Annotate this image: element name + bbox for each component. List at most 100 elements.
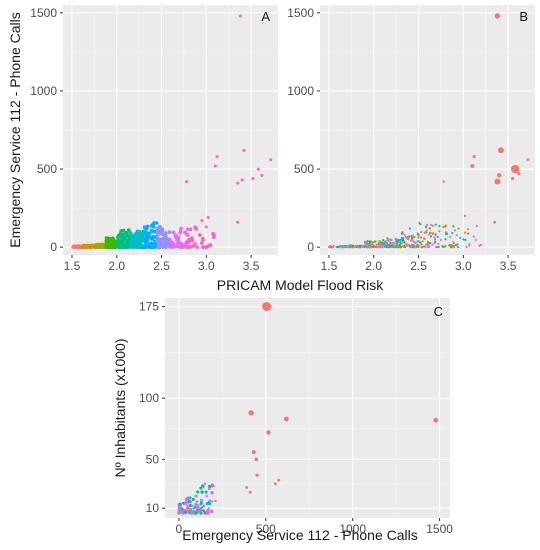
panel-b-x-tick-label: 2.0 bbox=[365, 259, 382, 273]
panel-a-point bbox=[190, 236, 194, 240]
panel-b-point bbox=[431, 224, 434, 227]
panel-a-point bbox=[176, 237, 181, 242]
panel-a-point bbox=[156, 245, 161, 249]
panel-c-point bbox=[205, 494, 208, 498]
panel-b-point bbox=[493, 220, 497, 224]
panel-c-point bbox=[248, 410, 254, 416]
panel-c-point bbox=[208, 487, 211, 490]
panel-b-point bbox=[429, 235, 433, 238]
panel-b-point bbox=[393, 245, 397, 249]
panel-b-point bbox=[444, 245, 447, 248]
panel-c-point bbox=[178, 508, 182, 512]
panel-a-point bbox=[206, 216, 210, 219]
panel-c-point bbox=[245, 486, 249, 489]
panel-b-point bbox=[424, 225, 428, 229]
panel-a-point bbox=[171, 243, 175, 248]
panel-b-point bbox=[478, 244, 481, 247]
panel-a-point bbox=[161, 242, 165, 247]
panel-b-point bbox=[480, 243, 483, 247]
panel-a-y-tick-label: 0 bbox=[50, 240, 57, 254]
panel-c-point bbox=[178, 502, 182, 506]
panel-a-point bbox=[106, 240, 111, 244]
panel-b-x-tick-label: 3.5 bbox=[500, 259, 517, 273]
panel-b-point bbox=[384, 244, 387, 247]
panel-b-marks bbox=[328, 13, 530, 249]
panel-b-point bbox=[389, 245, 392, 248]
panel-a-point bbox=[135, 233, 139, 238]
panel-c-x-tick-label: 500 bbox=[256, 522, 276, 536]
panel-a-point bbox=[107, 236, 112, 241]
shared-x-axis-title: PRICAM Model Flood Risk bbox=[217, 277, 384, 293]
panel-a-y-tick-label: 500 bbox=[37, 162, 57, 176]
panel-a-point bbox=[147, 244, 151, 249]
panel-c-point bbox=[186, 504, 189, 507]
panel-a-point bbox=[136, 230, 141, 235]
panel-a-point bbox=[242, 148, 246, 152]
panel-b-point bbox=[387, 243, 390, 246]
panel-b-point bbox=[463, 214, 467, 218]
panel-b-point bbox=[426, 240, 429, 243]
panel-b-point bbox=[397, 245, 400, 249]
panel-a-point bbox=[256, 167, 260, 171]
panel-b-point bbox=[395, 238, 398, 241]
panel-a-point bbox=[211, 231, 215, 236]
panel-b-point bbox=[434, 223, 437, 226]
panel-a-point bbox=[200, 236, 205, 241]
panel-b-point bbox=[414, 241, 418, 244]
panel-a-point bbox=[160, 229, 164, 234]
panel-b-point bbox=[423, 231, 427, 234]
panel-a-point bbox=[175, 242, 180, 246]
panel-b-point bbox=[406, 235, 409, 239]
panel-a-point bbox=[187, 237, 191, 242]
panel-a-y-tick-label: 1500 bbox=[30, 6, 57, 20]
panel-b-point bbox=[425, 243, 428, 246]
panel-c-y-tick-label: 100 bbox=[139, 391, 159, 405]
panel-a-x-tick-label: 1.5 bbox=[64, 259, 81, 273]
panel-b-point bbox=[425, 223, 428, 226]
panel-b-point bbox=[475, 224, 478, 228]
panel-a-point bbox=[251, 176, 255, 180]
panel-b-point bbox=[369, 243, 372, 246]
panel-a-point bbox=[180, 243, 185, 248]
panel-b-point bbox=[373, 246, 376, 249]
panel-b-point bbox=[396, 243, 399, 247]
panel-b-point bbox=[412, 243, 415, 247]
panel-b-point bbox=[430, 223, 433, 226]
panel-b-point bbox=[464, 238, 467, 242]
panel-a-point bbox=[117, 238, 121, 242]
panel-c-point bbox=[195, 511, 198, 515]
panel-c-point bbox=[188, 510, 191, 513]
panel-b-point bbox=[351, 244, 354, 247]
panel-a-point bbox=[236, 181, 240, 185]
panel-b-point bbox=[419, 222, 422, 226]
panel-c-y-tick-label: 50 bbox=[146, 452, 160, 466]
panel-b-point bbox=[417, 234, 420, 237]
panel-b-point bbox=[474, 238, 477, 242]
panel-b-point bbox=[380, 245, 383, 248]
panel-b-point bbox=[436, 235, 439, 239]
panel-b-point bbox=[382, 242, 385, 245]
panel-a-point bbox=[171, 230, 176, 235]
panel-a-point bbox=[170, 240, 174, 245]
panel-b-point bbox=[377, 246, 381, 249]
panel-b-point bbox=[403, 245, 407, 249]
panel-a-point bbox=[144, 226, 149, 231]
panel-b-point bbox=[331, 246, 334, 249]
panel-c-point bbox=[214, 499, 217, 503]
panel-a: 1.5 2.0 2.5 3.0 3.5 0 500 1000 1500 A Emergency … bbox=[7, 5, 278, 273]
panel-a-point bbox=[186, 227, 190, 232]
panel-b-point bbox=[383, 240, 386, 243]
panel-c-point bbox=[207, 507, 211, 511]
panel-a-point bbox=[240, 178, 244, 182]
panel-b-point bbox=[433, 236, 436, 239]
panel-b-point bbox=[366, 243, 369, 246]
panel-a-point bbox=[238, 14, 242, 18]
panel-c-point bbox=[210, 500, 214, 503]
panel-a-point bbox=[76, 245, 81, 249]
panel-b-point bbox=[428, 241, 432, 245]
panel-c-point bbox=[186, 506, 190, 510]
panel-b-point bbox=[472, 235, 475, 238]
panel-b-point bbox=[397, 238, 400, 242]
panel-b-point bbox=[379, 243, 382, 247]
panel-b-point bbox=[470, 163, 475, 168]
